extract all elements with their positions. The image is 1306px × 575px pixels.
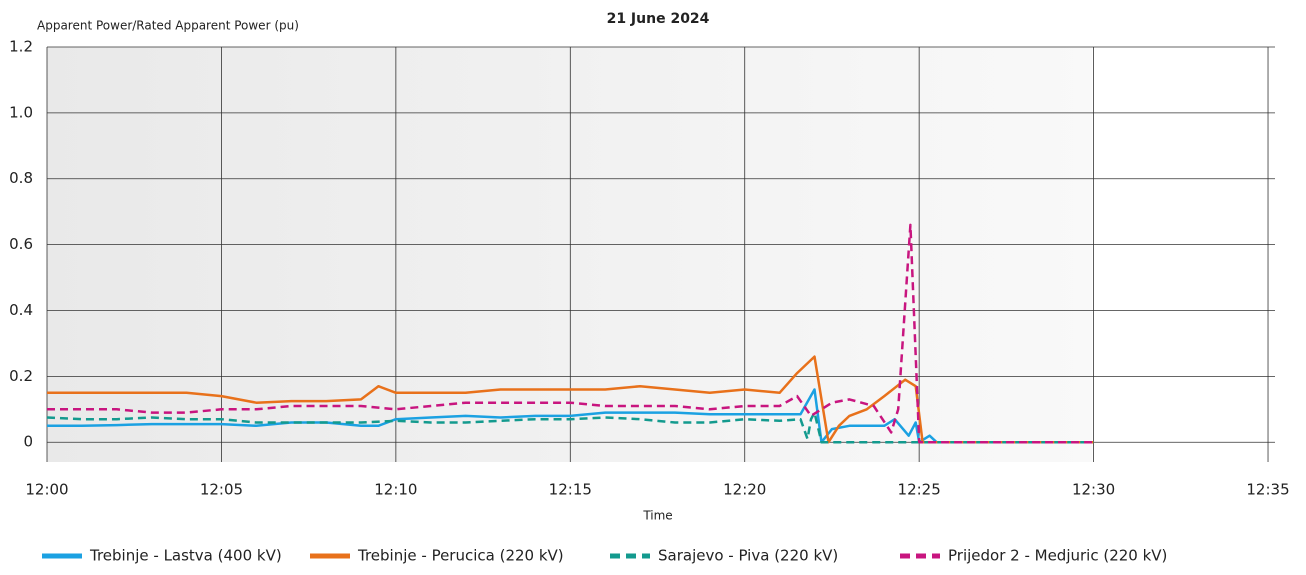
x-tick-label: 12:00 bbox=[25, 481, 68, 499]
legend-label: Sarajevo - Piva (220 kV) bbox=[658, 547, 838, 565]
y-tick-label: 0.2 bbox=[9, 367, 33, 385]
y-tick-label: 1.0 bbox=[9, 103, 33, 121]
y-axis-label: Apparent Power/Rated Apparent Power (pu) bbox=[37, 19, 299, 33]
series-line bbox=[47, 388, 1094, 444]
x-tick-label: 12:25 bbox=[898, 481, 941, 499]
x-tick-label: 12:05 bbox=[200, 481, 243, 499]
y-tick-label: 0.8 bbox=[9, 169, 33, 187]
x-axis-label: Time bbox=[642, 509, 672, 523]
x-tick-label: 12:15 bbox=[549, 481, 592, 499]
y-tick-label: 1.2 bbox=[9, 38, 33, 56]
y-tick-label: 0 bbox=[23, 433, 33, 451]
chart-title: 21 June 2024 bbox=[607, 11, 710, 27]
legend-label: Prijedor 2 - Medjuric (220 kV) bbox=[948, 547, 1167, 565]
y-tick-label: 0.6 bbox=[9, 235, 33, 253]
series-line bbox=[46, 411, 1094, 444]
x-tick-label: 12:10 bbox=[374, 481, 417, 499]
x-tick-label: 12:20 bbox=[723, 481, 766, 499]
plot-background bbox=[47, 47, 1092, 462]
series-line bbox=[47, 223, 1094, 444]
x-tick-label: 12:30 bbox=[1072, 481, 1115, 499]
y-tick-label: 0.4 bbox=[9, 301, 33, 319]
x-tick-label: 12:35 bbox=[1246, 481, 1289, 499]
series-line bbox=[47, 355, 1094, 444]
legend-label: Trebinje - Perucica (220 kV) bbox=[357, 547, 564, 565]
legend-label: Trebinje - Lastva (400 kV) bbox=[89, 547, 282, 565]
